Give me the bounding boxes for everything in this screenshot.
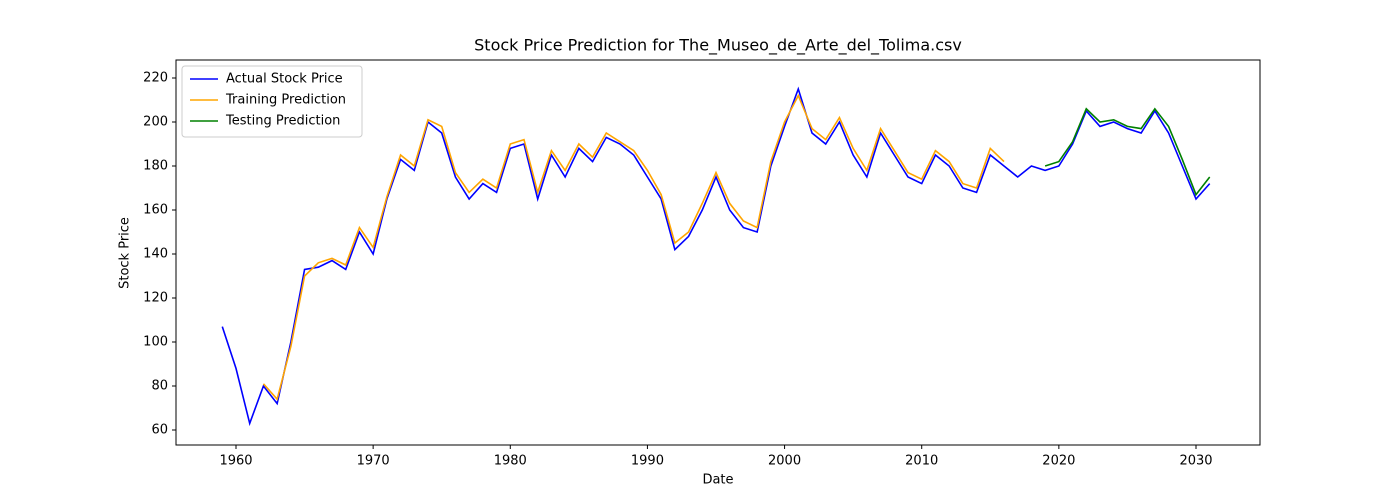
x-tick-label: 1980 <box>494 454 527 469</box>
x-tick-label: 1960 <box>219 454 252 469</box>
y-tick-label: 80 <box>151 378 168 393</box>
x-tick-label: 2010 <box>905 454 938 469</box>
series-line <box>262 93 1005 401</box>
legend-label: Testing Prediction <box>225 114 340 129</box>
y-tick-label: 60 <box>151 422 168 437</box>
y-tick-label: 140 <box>143 246 168 261</box>
x-axis-label: Date <box>702 473 733 488</box>
legend-label: Training Prediction <box>225 93 346 108</box>
plot-frame <box>175 59 1261 446</box>
y-tick-label: 100 <box>143 334 168 349</box>
series-line <box>1044 107 1211 197</box>
y-tick-label: 180 <box>143 158 168 173</box>
legend-box <box>181 65 363 138</box>
x-tick-label: 1990 <box>631 454 664 469</box>
x-tick-label: 1970 <box>357 454 390 469</box>
y-tick-label: 120 <box>143 290 168 305</box>
y-tick-label: 160 <box>143 202 168 217</box>
chart-title: Stock Price Prediction for The_Museo_de_… <box>474 36 962 56</box>
legend-label: Actual Stock Price <box>226 72 343 87</box>
x-tick-label: 2020 <box>1042 454 1075 469</box>
x-tick-label: 2000 <box>768 454 801 469</box>
y-tick-label: 220 <box>143 70 168 85</box>
x-tick-label: 2030 <box>1179 454 1212 469</box>
y-tick-label: 200 <box>143 114 168 129</box>
y-axis-label: Stock Price <box>118 217 133 289</box>
